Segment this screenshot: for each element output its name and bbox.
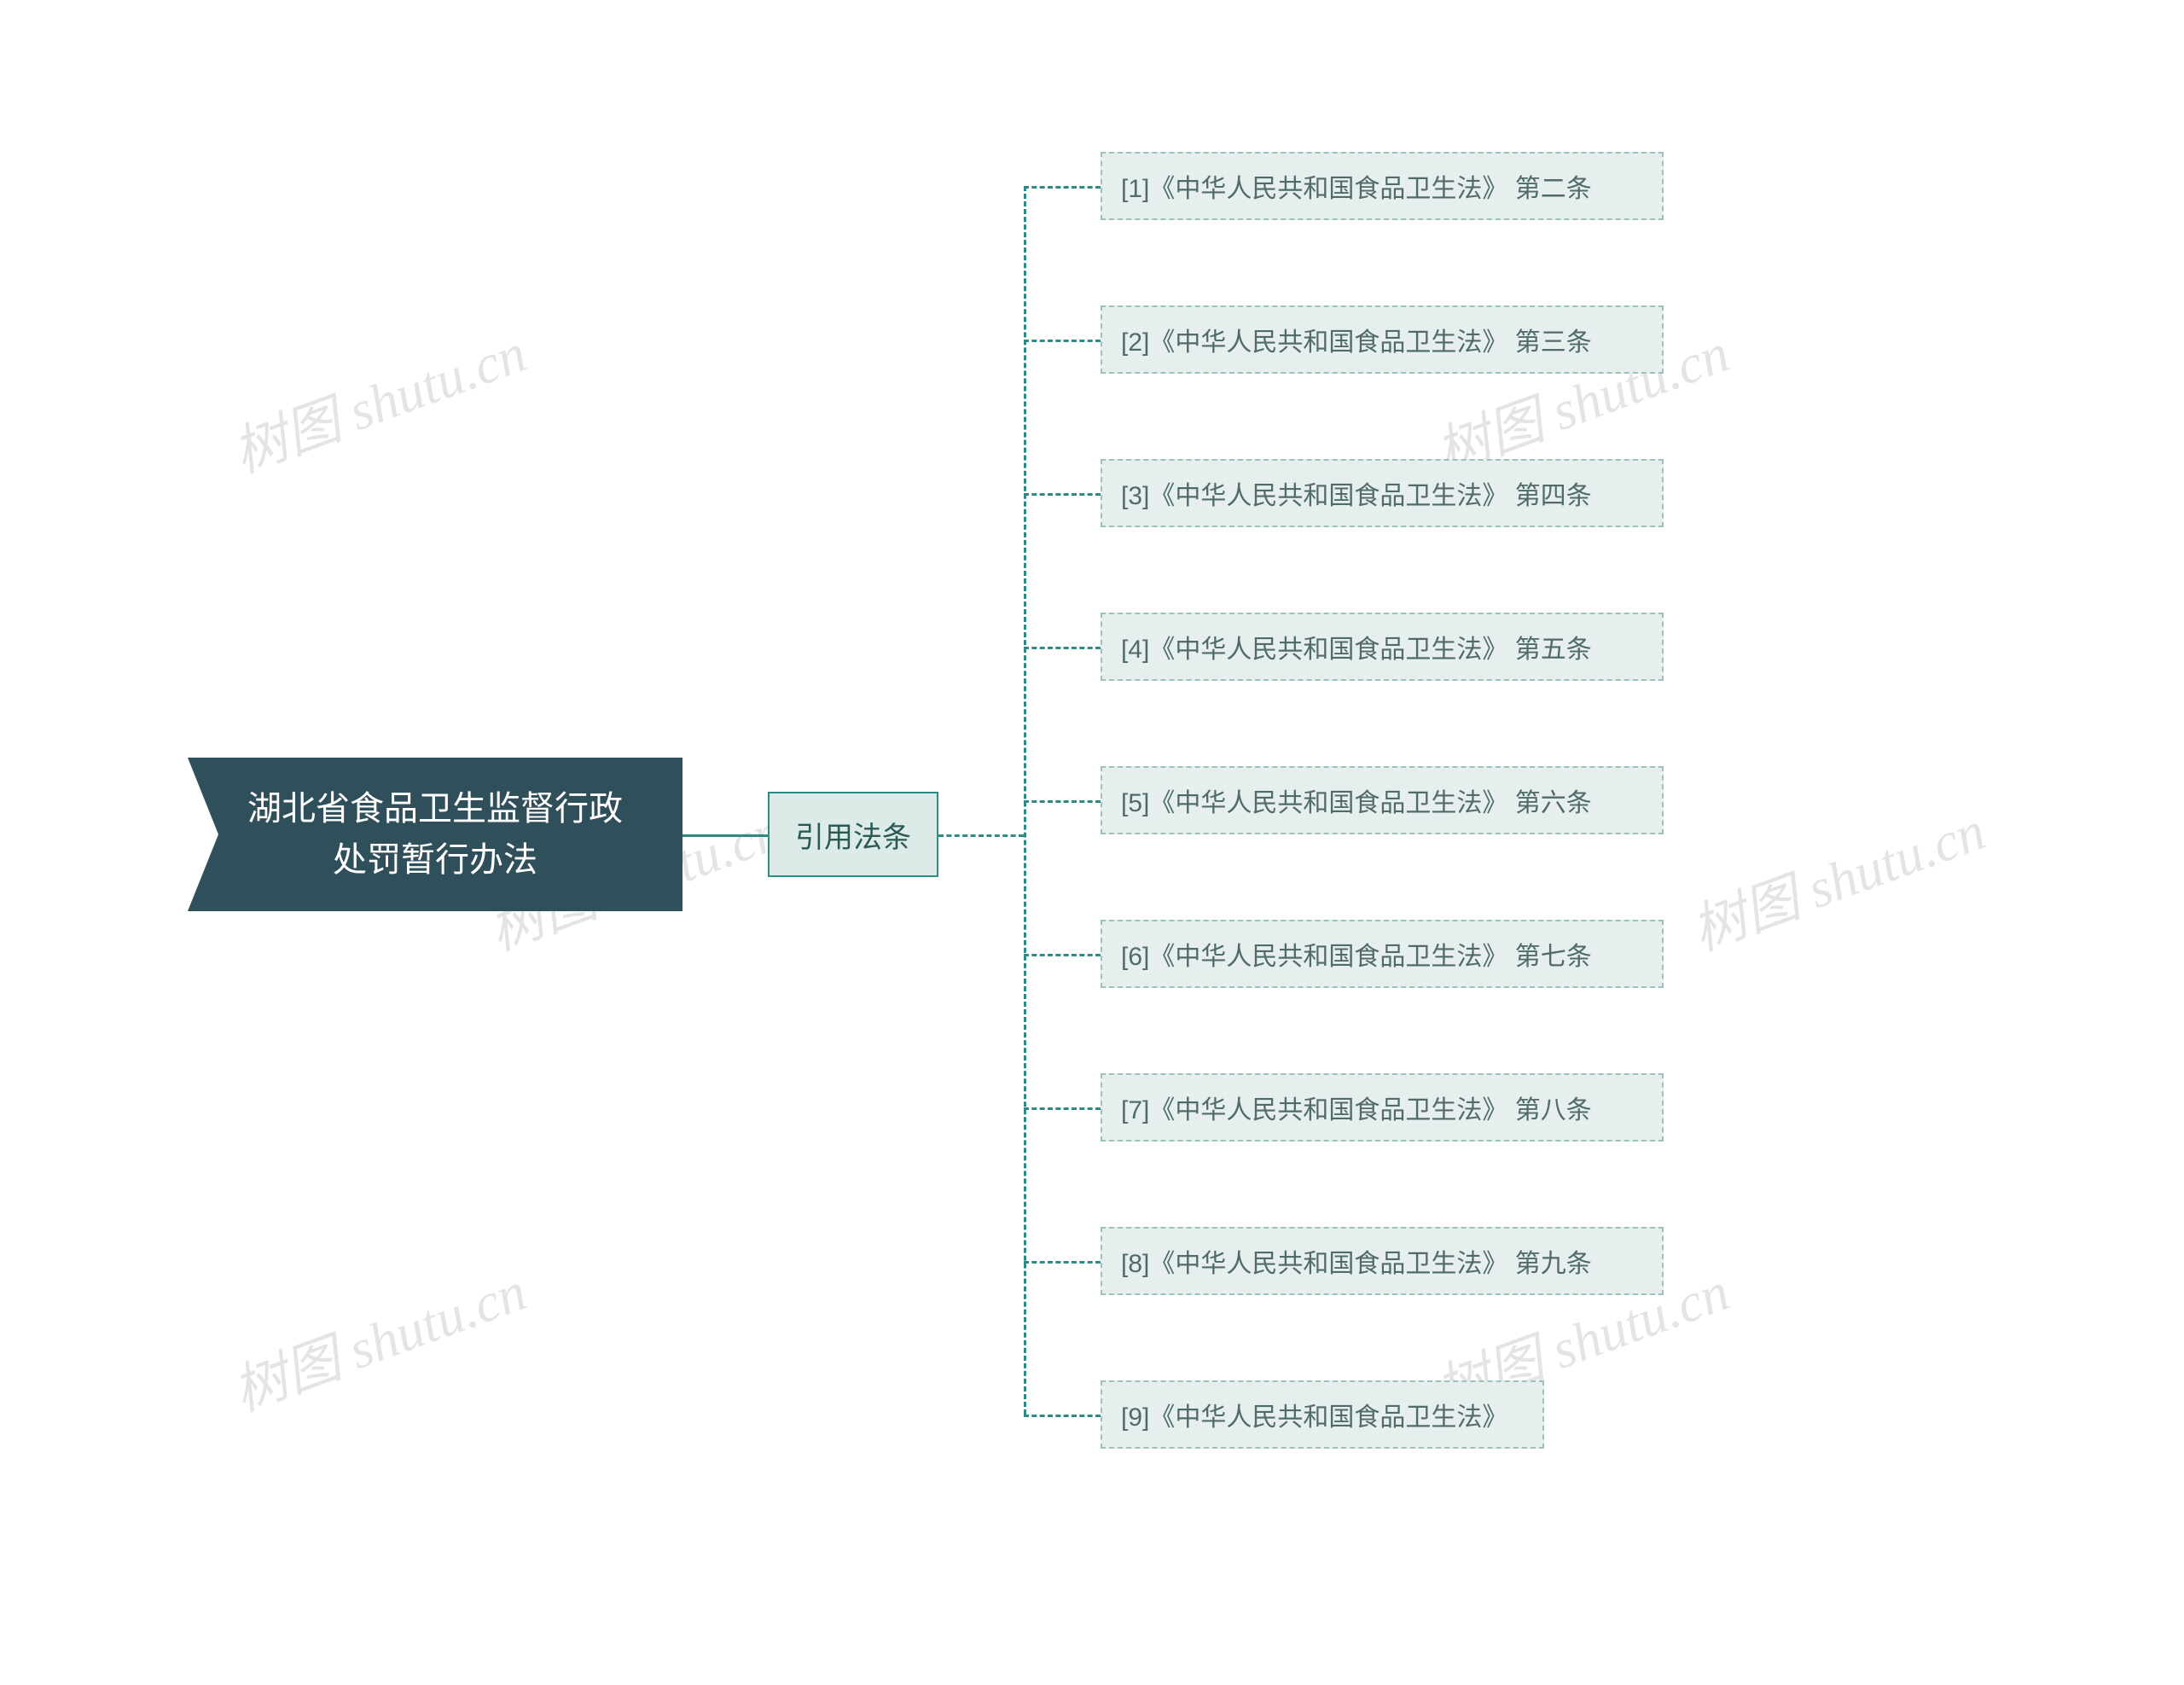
leaf-node[interactable]: [1]《中华人民共和国食品卫生法》 第二条: [1101, 152, 1664, 220]
leaf-text: [6]《中华人民共和国食品卫生法》 第七条: [1121, 935, 1592, 973]
mindmap-canvas: 树图 shutu.cn 树图 shutu.cn 树图 shutu.cn 树图 s…: [0, 0, 2184, 1685]
leaf-node[interactable]: [2]《中华人民共和国食品卫生法》 第三条: [1101, 305, 1664, 374]
leaf-text: [1]《中华人民共和国食品卫生法》 第二条: [1121, 167, 1592, 205]
connector-branch: [1024, 647, 1101, 649]
watermark: 树图 shutu.cn: [221, 1248, 536, 1426]
leaf-text: [7]《中华人民共和国食品卫生法》 第八条: [1121, 1089, 1592, 1126]
leaf-text: [5]《中华人民共和国食品卫生法》 第六条: [1121, 781, 1592, 819]
leaf-node[interactable]: [6]《中华人民共和国食品卫生法》 第七条: [1101, 920, 1664, 988]
connector-branch: [1024, 1261, 1101, 1264]
leaf-node[interactable]: [8]《中华人民共和国食品卫生法》 第九条: [1101, 1227, 1664, 1295]
watermark: 树图 shutu.cn: [1680, 787, 1995, 966]
connector-mid-trunk: [938, 834, 1024, 837]
connector-branch: [1024, 1415, 1101, 1417]
mid-node[interactable]: 引用法条: [768, 792, 938, 877]
watermark: 树图 shutu.cn: [221, 310, 536, 488]
leaf-node[interactable]: [7]《中华人民共和国食品卫生法》 第八条: [1101, 1073, 1664, 1142]
root-node[interactable]: 湖北省食品卫生监督行政 处罚暂行办法: [188, 758, 682, 911]
leaf-text: [4]《中华人民共和国食品卫生法》 第五条: [1121, 628, 1592, 665]
connector-branch: [1024, 1107, 1101, 1110]
root-node-notch: [188, 758, 218, 911]
connector-branch: [1024, 800, 1101, 803]
leaf-text: [8]《中华人民共和国食品卫生法》 第九条: [1121, 1242, 1592, 1280]
connector-branch: [1024, 186, 1101, 189]
root-node-text: 湖北省食品卫生监督行政 处罚暂行办法: [247, 783, 623, 886]
leaf-node[interactable]: [3]《中华人民共和国食品卫生法》 第四条: [1101, 459, 1664, 527]
leaf-node[interactable]: [9]《中华人民共和国食品卫生法》: [1101, 1380, 1544, 1449]
connector-branch: [1024, 340, 1101, 342]
connector-root-mid: [682, 834, 768, 837]
leaf-text: [3]《中华人民共和国食品卫生法》 第四条: [1121, 474, 1592, 512]
leaf-node[interactable]: [4]《中华人民共和国食品卫生法》 第五条: [1101, 613, 1664, 681]
connector-branch: [1024, 493, 1101, 496]
mid-node-text: 引用法条: [795, 814, 911, 856]
leaf-node[interactable]: [5]《中华人民共和国食品卫生法》 第六条: [1101, 766, 1664, 834]
leaf-text: [2]《中华人民共和国食品卫生法》 第三条: [1121, 321, 1592, 358]
connector-branch: [1024, 954, 1101, 956]
leaf-text: [9]《中华人民共和国食品卫生法》: [1121, 1396, 1507, 1433]
